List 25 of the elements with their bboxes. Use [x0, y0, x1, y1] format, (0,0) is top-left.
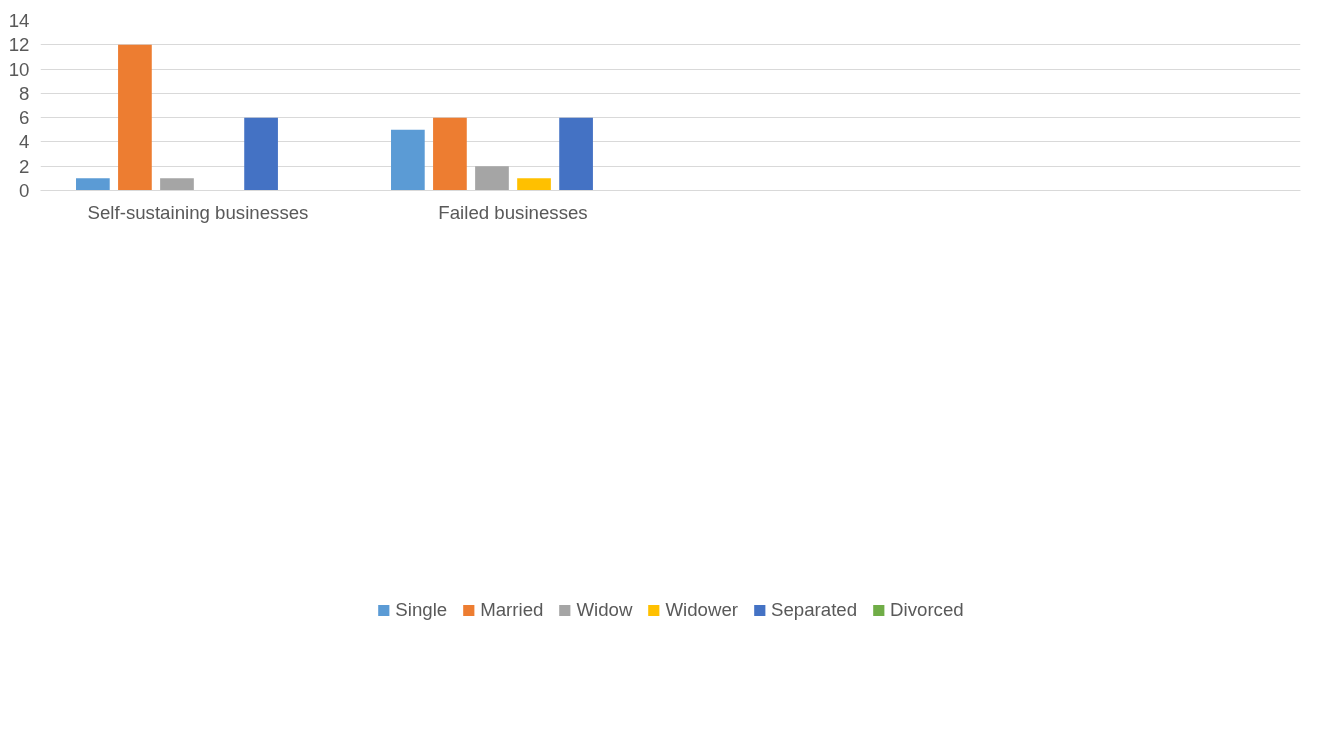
bar — [76, 178, 110, 191]
legend-label: Married — [480, 598, 544, 621]
y-tick-label: 4 — [19, 131, 30, 153]
legend-label: Widower — [665, 598, 738, 621]
bar — [517, 178, 551, 191]
x-tick-label: Self-sustaining businesses — [87, 201, 309, 223]
y-tick-label: 12 — [8, 34, 30, 56]
legend-label: Divorced — [890, 598, 964, 621]
y-tick-label: 0 — [19, 180, 30, 201]
y-tick-label: 10 — [8, 58, 30, 80]
x-tick-label: Failed businesses — [438, 201, 588, 223]
bar — [118, 44, 152, 191]
bar — [475, 166, 509, 191]
y-tick-label: 2 — [19, 155, 30, 177]
bar — [559, 117, 593, 191]
legend-label: Widow — [576, 598, 633, 621]
y-tick-label: 6 — [19, 107, 30, 129]
bar — [244, 117, 278, 191]
y-tick-label: 8 — [19, 82, 30, 104]
legend-label: Single — [395, 598, 448, 621]
bar — [391, 129, 425, 191]
bar — [433, 117, 467, 191]
bar — [160, 178, 194, 191]
y-tick-label: 14 — [8, 10, 30, 31]
legend-label: Separated — [770, 598, 858, 621]
